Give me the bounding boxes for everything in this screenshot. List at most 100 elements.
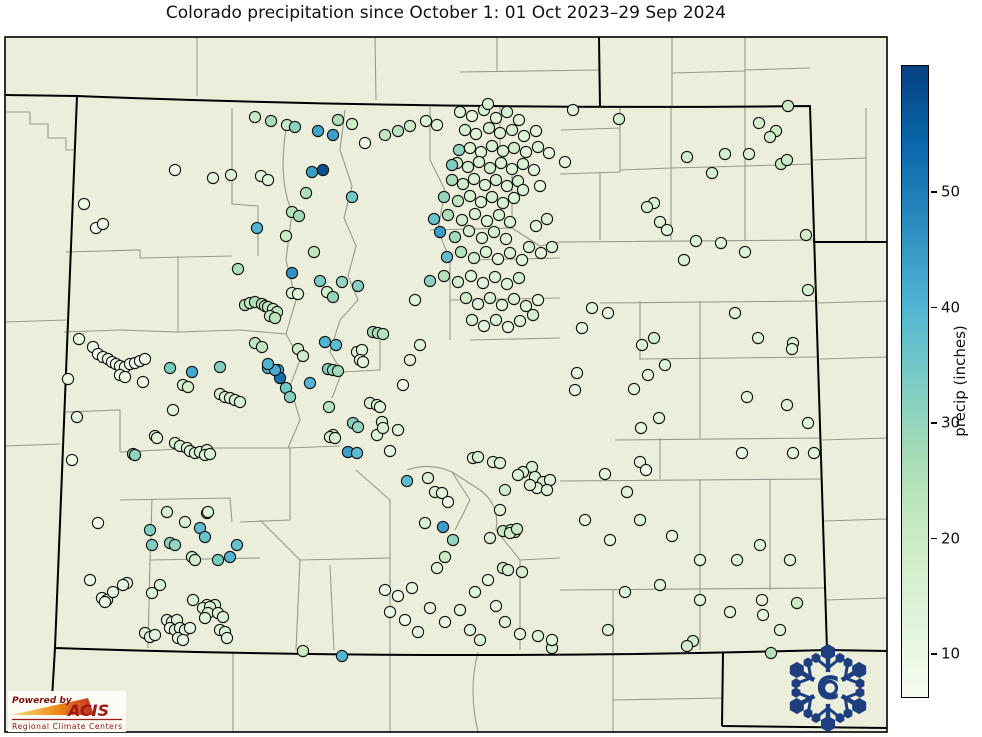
station-dot (223, 550, 237, 564)
station-dot (467, 172, 481, 186)
station-dot (445, 173, 459, 187)
station-dot (433, 225, 447, 239)
station-dot (216, 610, 230, 624)
station-dot (351, 279, 365, 293)
colorbar-tick-mark (931, 653, 937, 655)
station-dot (503, 215, 517, 229)
station-dot (512, 271, 526, 285)
station-dot (465, 109, 479, 123)
station-dot (163, 361, 177, 375)
station-dot (355, 343, 369, 357)
station-dot (472, 155, 486, 169)
station-dot (350, 446, 364, 460)
station-dot (660, 223, 674, 237)
station-dot (356, 355, 370, 369)
station-dot (496, 144, 510, 158)
station-dot (145, 586, 159, 600)
station-dot (507, 191, 521, 205)
station-dot (331, 364, 345, 378)
station-dot (489, 173, 503, 187)
station-dot (181, 380, 195, 394)
station-dot (738, 245, 752, 259)
colorbar-axis-label: precip (inches) (951, 325, 969, 437)
station-dot (653, 215, 667, 229)
station-dot (469, 127, 483, 141)
snowflake-letter: C (816, 669, 839, 707)
station-dot (118, 370, 132, 384)
station-dot (505, 162, 519, 176)
station-dot (492, 208, 506, 222)
station-dot (178, 515, 192, 529)
station-dot (378, 128, 392, 142)
station-dot (515, 253, 529, 267)
station-dot (481, 573, 495, 587)
station-dot (507, 141, 521, 155)
station-dot (489, 111, 503, 125)
station-dot (318, 335, 332, 349)
station-dot (211, 553, 225, 567)
station-dot (510, 522, 524, 536)
station-dot (499, 232, 513, 246)
station-dot (463, 141, 477, 155)
station-dot (693, 593, 707, 607)
station-dot (517, 129, 531, 143)
station-dot (511, 468, 525, 482)
station-dot (647, 331, 661, 345)
station-dot (505, 123, 519, 137)
station-dot (558, 155, 572, 169)
station-dot (427, 212, 441, 226)
station-dot (116, 578, 130, 592)
station-dot (408, 293, 422, 307)
station-dot (285, 266, 299, 280)
station-dot (533, 179, 547, 193)
station-dot (786, 446, 800, 460)
station-dot (540, 483, 554, 497)
station-dot (322, 400, 336, 414)
station-dot (303, 376, 317, 390)
station-dot (230, 538, 244, 552)
station-dot (405, 581, 419, 595)
station-dot (461, 160, 475, 174)
station-dot (785, 342, 799, 356)
station-dot (773, 623, 787, 637)
station-dot (483, 161, 497, 175)
snowflake-inner-ring (821, 679, 839, 697)
station-dot (498, 483, 512, 497)
station-dot (453, 603, 467, 617)
station-dot (653, 578, 667, 592)
station-dot (83, 573, 97, 587)
station-dot (328, 431, 342, 445)
station-dot (248, 110, 262, 124)
station-dot (307, 245, 321, 259)
station-dot (545, 240, 559, 254)
station-dot (206, 171, 220, 185)
station-dot (475, 231, 489, 245)
colorbar-tick-mark (931, 191, 937, 193)
station-dot (326, 290, 340, 304)
station-dot (483, 291, 497, 305)
station-dot (451, 275, 465, 289)
station-dot (288, 120, 302, 134)
station-dot (618, 585, 632, 599)
station-dot (465, 313, 479, 327)
station-dot (781, 99, 795, 113)
acis-logo-graphic: Powered by ACIS Regional Climate Centers (11, 696, 122, 731)
station-dot (526, 308, 540, 322)
station-dot (143, 523, 157, 537)
station-dot (481, 97, 495, 111)
station-dot (168, 538, 182, 552)
station-dot (61, 372, 75, 386)
station-dot (627, 382, 641, 396)
station-dot (545, 633, 559, 647)
station-dot (150, 431, 164, 445)
station-dot (493, 456, 507, 470)
station-dot (780, 153, 794, 167)
station-dot (489, 599, 503, 613)
station-dot (477, 319, 491, 333)
station-dot (519, 299, 533, 313)
station-dot (296, 644, 310, 658)
station-dot (531, 293, 545, 307)
station-dot (763, 130, 777, 144)
station-dot (283, 390, 297, 404)
station-dot (313, 274, 327, 288)
